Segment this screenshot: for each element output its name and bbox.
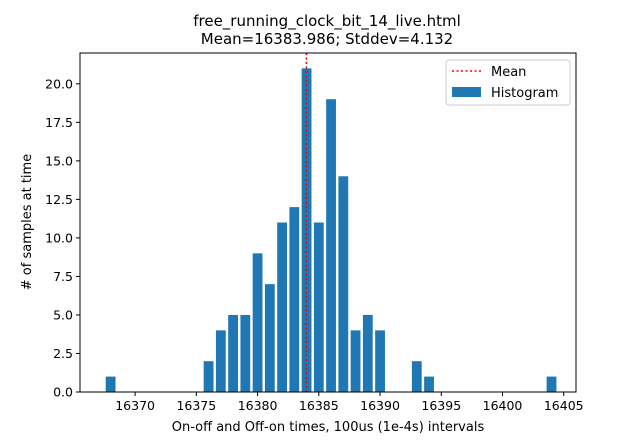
x-tick-label: 16370 (115, 398, 155, 413)
y-tick-label: 12.5 (45, 192, 73, 207)
histogram-bar (252, 253, 263, 392)
histogram-bar (326, 99, 336, 392)
histogram-bar (228, 314, 238, 392)
legend-mean-label: Mean (491, 65, 526, 80)
x-axis: 16370 16375 16380 16385 16390 16395 16400 16405 (115, 392, 584, 413)
y-tick-label: 10.0 (45, 230, 73, 245)
legend-histogram-swatch (452, 87, 481, 97)
y-tick-label: 0.0 (53, 385, 73, 400)
x-tick-label: 16380 (238, 398, 278, 413)
y-axis: 0.0 2.5 5.0 7.5 10.0 12.5 15.0 17.5 20.0 (45, 76, 80, 400)
x-tick-label: 16385 (299, 398, 339, 413)
histogram-bar (203, 361, 214, 392)
histogram-bar (424, 376, 434, 392)
histogram-bar (411, 361, 422, 392)
x-tick-label: 16375 (176, 398, 216, 413)
histogram-bar (240, 314, 251, 392)
x-tick-label: 16400 (483, 398, 523, 413)
plot-frame (79, 52, 577, 393)
y-tick-label: 15.0 (45, 153, 73, 168)
x-axis-label: On-off and Off-on times, 100us (1e-4s) i… (172, 420, 485, 435)
histogram-bar (338, 176, 349, 392)
histogram-bar (277, 222, 287, 392)
histogram-bar (215, 330, 226, 392)
histogram-bar (546, 376, 557, 392)
x-tick-label: 16405 (544, 398, 584, 413)
x-tick-label: 16395 (421, 398, 461, 413)
y-tick-label: 20.0 (45, 76, 73, 91)
legend-histogram-label: Histogram (491, 86, 558, 101)
histogram-bar (362, 314, 373, 392)
x-tick-label: 16390 (360, 398, 400, 413)
histogram-bar (313, 222, 324, 392)
y-tick-label: 5.0 (53, 307, 73, 322)
histogram-bar (105, 376, 116, 392)
y-axis-label: # of samples at time (20, 154, 35, 290)
histogram-bar (350, 330, 361, 392)
histogram-bar (375, 330, 385, 392)
y-tick-label: 2.5 (53, 346, 73, 361)
histogram-bar (264, 284, 275, 392)
chart-subtitle: Mean=16383.986; Stddev=4.132 (201, 30, 453, 48)
legend: Mean Histogram (445, 59, 571, 106)
chart-title: free_running_clock_bit_14_live.html (193, 12, 461, 31)
y-tick-label: 17.5 (45, 115, 73, 130)
y-tick-label: 7.5 (53, 269, 73, 284)
histogram-bar (289, 207, 300, 392)
